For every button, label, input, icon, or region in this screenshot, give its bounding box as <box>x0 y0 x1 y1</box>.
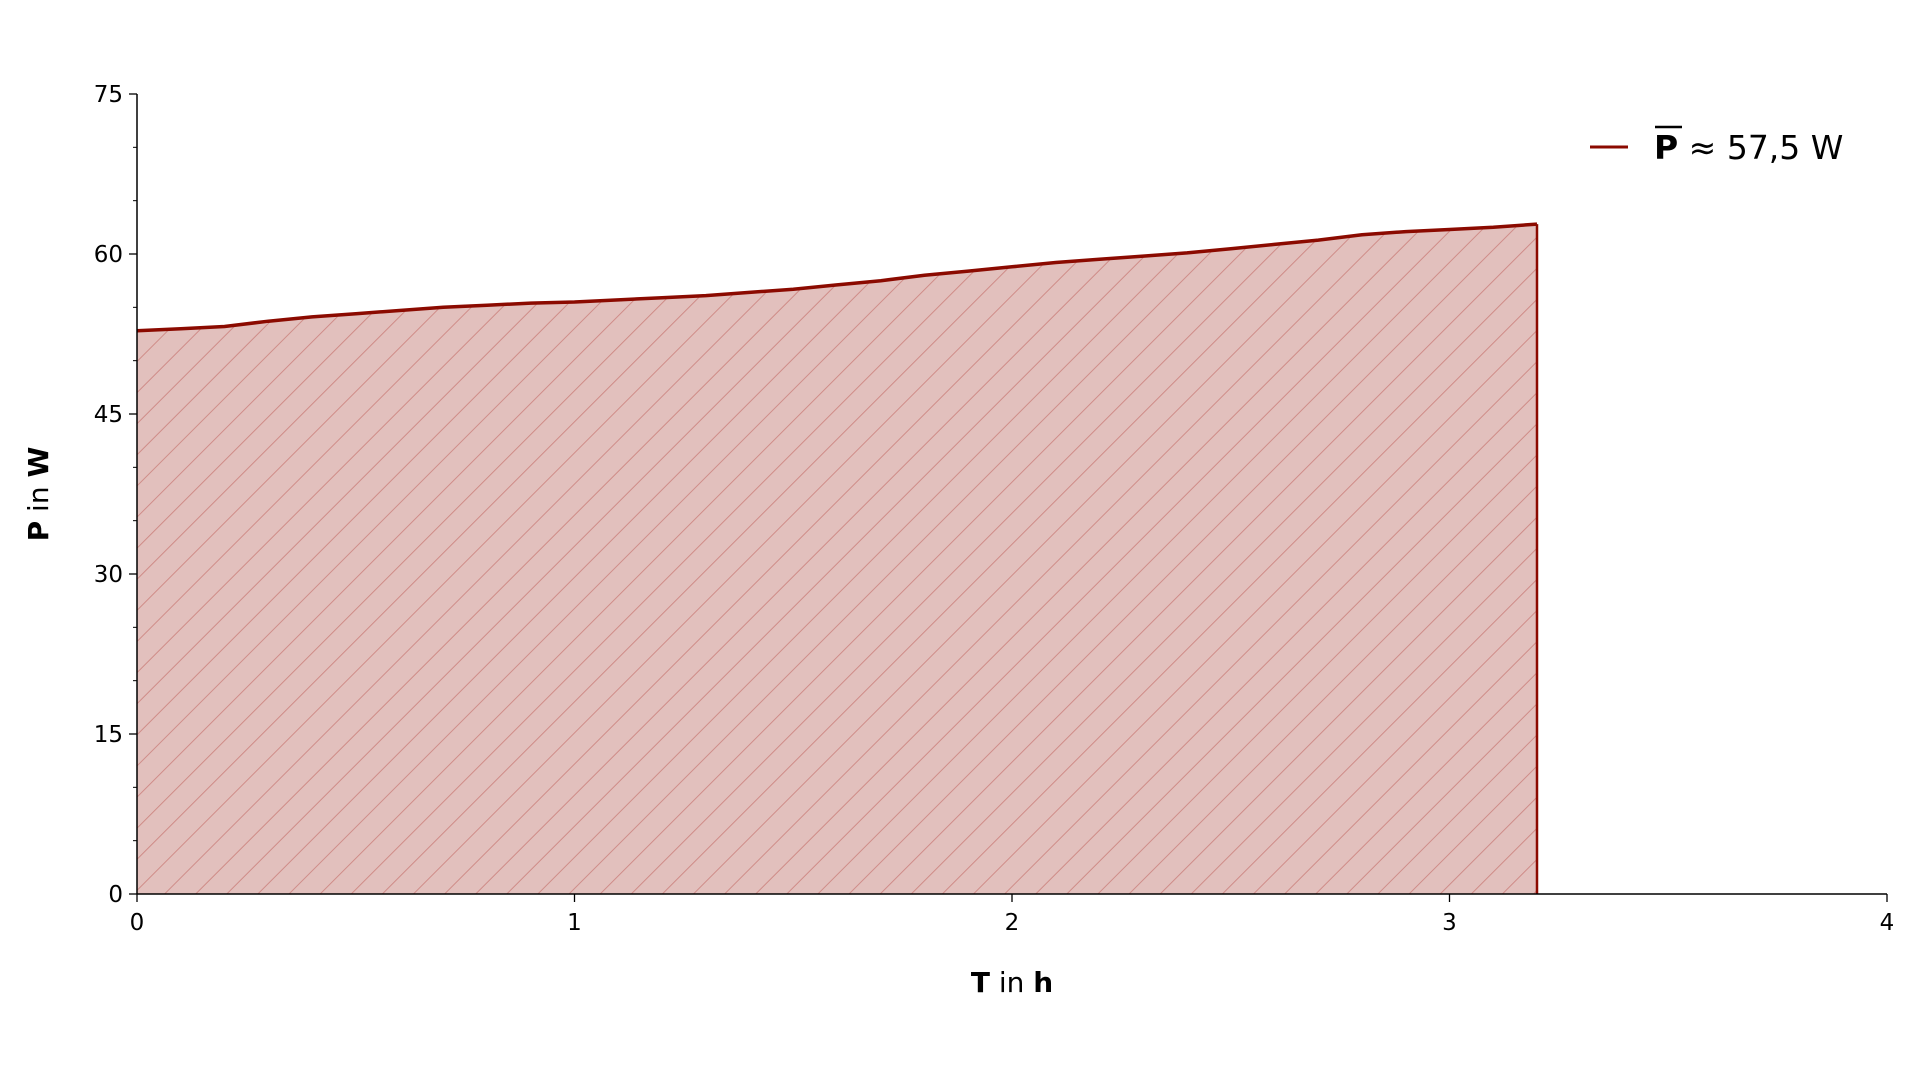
y-tick-label: 60 <box>94 242 123 268</box>
legend-symbol: P <box>1654 128 1678 167</box>
y-tick-label: 45 <box>94 402 123 428</box>
x-tick-label: 3 <box>1442 910 1457 936</box>
y-tick-label: 30 <box>94 562 123 588</box>
x-axis-label: T in h <box>971 966 1053 999</box>
x-tick-label: 4 <box>1880 910 1895 936</box>
x-tick-label: 0 <box>130 910 145 936</box>
y-tick-label: 15 <box>94 722 123 748</box>
x-tick-label: 2 <box>1005 910 1020 936</box>
legend-text: ≈ 57,5 W <box>1678 128 1843 167</box>
y-tick-label: 75 <box>94 82 123 108</box>
x-tick-label: 1 <box>567 910 582 936</box>
legend: P ≈ 57,5 W <box>1590 125 1843 167</box>
area-fill <box>137 224 1537 895</box>
series-line <box>136 222 1538 333</box>
svg-text:P ≈ 57,5 W: P ≈ 57,5 W <box>1654 128 1843 167</box>
y-tick-label: 0 <box>108 882 123 908</box>
y-axis-label: P in W <box>22 447 55 542</box>
